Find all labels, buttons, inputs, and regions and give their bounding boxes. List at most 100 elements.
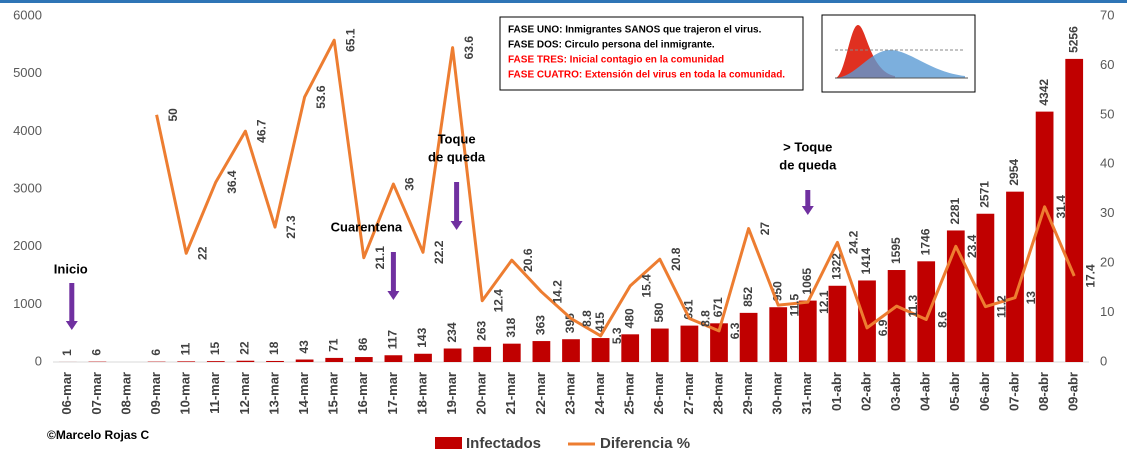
y2-tick-label: 0 [1100, 353, 1107, 368]
bar [976, 213, 995, 362]
x-tick-label: 14-mar [296, 372, 311, 415]
annotation-arrow-head [801, 206, 814, 215]
x-tick-label: 22-mar [533, 372, 548, 415]
bar-value-label: 117 [386, 330, 400, 350]
bar-value-label: 4342 [1037, 79, 1051, 106]
x-tick-label: 16-mar [355, 372, 370, 415]
x-tick-label: 08-abr [1036, 372, 1051, 411]
x-tick-label: 17-mar [385, 372, 400, 415]
line-value-label: 6.3 [728, 322, 742, 339]
x-tick-label: 01-abr [829, 372, 844, 411]
bar-value-label: 143 [415, 327, 429, 347]
x-tick-label: 29-mar [740, 372, 755, 415]
x-tick-label: 06-abr [977, 372, 992, 411]
bar-value-label: 1746 [918, 228, 932, 255]
bar-value-label: 6 [90, 349, 104, 356]
info-line: FASE DOS: Circulo persona del inmigrante… [508, 40, 715, 51]
line-value-label: 27.3 [284, 215, 298, 239]
y-tick-label: 6000 [13, 7, 42, 22]
bar [1035, 111, 1054, 363]
bar [384, 355, 403, 362]
bar [680, 325, 699, 362]
bar [354, 357, 373, 362]
bar-value-label: 71 [326, 338, 340, 352]
bar [798, 300, 817, 362]
x-tick-label: 12-mar [237, 372, 252, 415]
bar [828, 285, 847, 362]
line-value-label: 12.4 [491, 289, 505, 313]
bar [177, 361, 196, 362]
bar-value-label: 631 [682, 299, 696, 319]
line-value-label: 17.4 [1083, 264, 1097, 288]
bar-value-label: 1322 [830, 253, 844, 280]
y2-tick-label: 30 [1100, 205, 1114, 220]
bar [887, 270, 906, 362]
inset-flat [835, 50, 965, 78]
line-value-label: 12.1 [817, 290, 831, 314]
line [155, 38, 1076, 338]
bar [917, 261, 936, 362]
bar [650, 328, 669, 362]
y2-tick-label: 20 [1100, 255, 1114, 270]
legend-label: Infectados [466, 435, 541, 452]
line-value-label: 53.6 [314, 85, 328, 109]
bar-value-label: 234 [445, 322, 459, 342]
line-value-label: 22.2 [432, 240, 446, 264]
info-box-frame [499, 16, 804, 91]
x-tick-label: 13-mar [266, 372, 281, 415]
bar [414, 353, 432, 362]
bar [443, 348, 462, 362]
bar-value-label: 415 [593, 312, 607, 332]
bar [266, 360, 284, 362]
bar [1065, 58, 1084, 363]
y-tick-label: 1000 [13, 296, 42, 311]
bar [325, 357, 344, 362]
line-value-label: 27 [758, 222, 772, 236]
y2-tick-label: 50 [1100, 106, 1114, 121]
line-value-label: 11.5 [787, 293, 801, 316]
bar [858, 280, 876, 362]
annotation: de queda [428, 149, 486, 164]
y-tick-label: 5000 [13, 65, 42, 80]
info-line: FASE CUATRO: Extensión del virus en toda… [508, 70, 785, 81]
annotation: de queda [779, 157, 837, 172]
legend-label: Diferencia % [600, 435, 690, 452]
annotation-arrow-head [65, 321, 78, 330]
annotation: Toque [438, 131, 476, 146]
bar-value-label: 263 [474, 320, 488, 340]
bar [532, 341, 551, 362]
x-tick-label: 05-abr [947, 372, 962, 411]
bar-value-label: 363 [534, 315, 548, 335]
y-tick-label: 3000 [13, 180, 42, 195]
x-tick-label: 09-mar [148, 372, 163, 415]
x-tick-label: 18-mar [414, 372, 429, 415]
line-value-label: 15.4 [639, 274, 653, 298]
bar [236, 360, 255, 362]
x-tick-label: 07-mar [89, 372, 104, 415]
annotation-arrow-head [387, 291, 400, 300]
x-tick-label: 28-mar [710, 372, 725, 415]
line-value-label: 22 [195, 246, 209, 260]
x-tick-label: 09-abr [1066, 372, 1081, 411]
line-value-label: 6.9 [876, 319, 890, 336]
x-tick-label: 19-mar [444, 372, 459, 415]
inset-image [821, 14, 976, 93]
bar-value-label: 86 [356, 337, 370, 351]
bar [562, 339, 580, 362]
legend-swatch [435, 437, 462, 449]
line-value-label: 63.6 [462, 36, 476, 60]
line-value-label: 5.3 [610, 327, 624, 344]
y2-tick-label: 40 [1100, 156, 1114, 171]
bar-value-label: 5256 [1066, 26, 1080, 53]
info-line: FASE UNO: Inmigrantes SANOS que trajeron… [508, 25, 762, 36]
bar [473, 346, 492, 362]
line-value-label: 36 [403, 177, 417, 191]
bar [591, 338, 610, 362]
line-value-label: 65.1 [343, 28, 357, 52]
line-value-label: 46.7 [255, 119, 269, 143]
annotation: > Toque [783, 139, 832, 154]
x-tick-label: 06-mar [59, 372, 74, 415]
annotation-arrow-head [450, 221, 463, 230]
line-value-label: 23.4 [965, 234, 979, 258]
